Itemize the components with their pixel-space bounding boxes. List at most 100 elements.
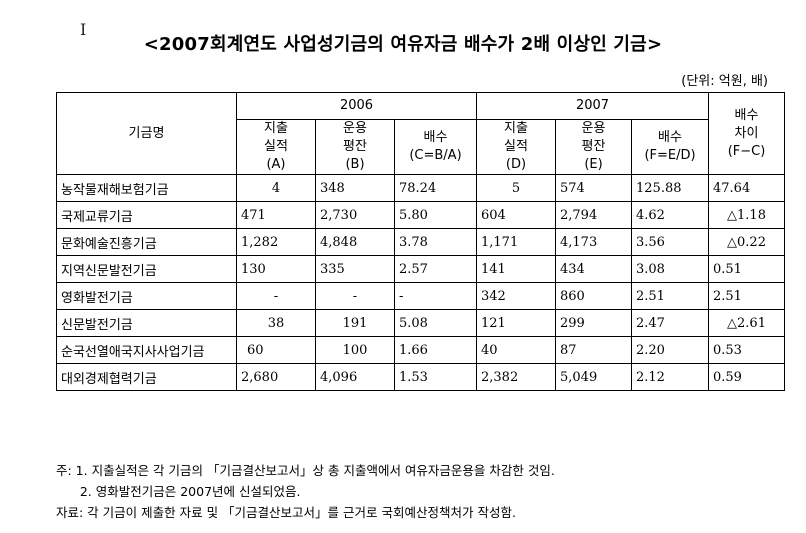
value-d-cell: 2,382 bbox=[476, 363, 556, 391]
value-b-cell: 335 bbox=[315, 255, 395, 283]
col-header-b: 운용 평잔 (B) bbox=[315, 119, 395, 175]
source-note: 자료: 각 기금이 제출한 자료 및 「기금결산보고서」를 근거로 국회예산정책… bbox=[56, 505, 516, 520]
table-row: 대외경제협력기금 2,680 4,096 1.53 2,382 5,049 2.… bbox=[56, 363, 785, 391]
fund-name-cell: 국제교류기금 bbox=[56, 201, 237, 229]
fund-name-cell: 영화발전기금 bbox=[56, 282, 237, 310]
value-c-cell: 2.57 bbox=[394, 255, 477, 283]
value-diff-cell: 0.51 bbox=[708, 255, 785, 283]
value-diff-cell: 0.53 bbox=[708, 336, 785, 364]
header-line: 지출 bbox=[264, 121, 288, 136]
value-b-cell: 100 bbox=[315, 336, 395, 364]
diff-header: 배수 차이 (F−C) bbox=[708, 92, 785, 175]
header-line: (C=B/A) bbox=[409, 148, 462, 163]
header-line: 운용 bbox=[343, 121, 367, 136]
value-c-cell: 5.80 bbox=[394, 201, 477, 229]
col-header-a: 지출 실적 (A) bbox=[236, 119, 316, 175]
value-f-cell: 2.51 bbox=[631, 282, 709, 310]
value-f-cell: 3.08 bbox=[631, 255, 709, 283]
value-f-cell: 2.12 bbox=[631, 363, 709, 391]
table-row: 신문발전기금 38 191 5.08 121 299 2.47 △2.61 bbox=[56, 309, 785, 337]
value-diff-cell: 47.64 bbox=[708, 174, 785, 202]
header-line: 배수 bbox=[658, 130, 682, 145]
fund-name-cell: 지역신문발전기금 bbox=[56, 255, 237, 283]
value-c-cell: - bbox=[394, 282, 477, 310]
table-row: 순국선열애국지사사업기금 60 100 1.66 40 87 2.20 0.53 bbox=[56, 336, 785, 364]
year-2006-header: 2006 bbox=[236, 92, 477, 120]
value-a-cell: 60 bbox=[236, 336, 316, 364]
value-d-cell: 604 bbox=[476, 201, 556, 229]
value-d-cell: 141 bbox=[476, 255, 556, 283]
header-line: 평잔 bbox=[343, 139, 367, 154]
fund-name-cell: 대외경제협력기금 bbox=[56, 363, 237, 391]
value-e-cell: 87 bbox=[555, 336, 632, 364]
value-f-cell: 4.62 bbox=[631, 201, 709, 229]
value-c-cell: 78.24 bbox=[394, 174, 477, 202]
table-row: 문화예술진흥기금 1,282 4,848 3.78 1,171 4,173 3.… bbox=[56, 228, 785, 256]
diff-header-line: (F−C) bbox=[727, 143, 766, 159]
header-line: (B) bbox=[345, 157, 365, 172]
value-e-cell: 2,794 bbox=[555, 201, 632, 229]
footnote-line: 주: 1. 지출실적은 각 기금의 「기금결산보고서」상 총 지출액에서 여유자… bbox=[56, 463, 555, 478]
value-diff-cell: 2.51 bbox=[708, 282, 785, 310]
fund-name-header: 기금명 bbox=[56, 92, 237, 175]
header-line: 운용 bbox=[581, 121, 606, 136]
value-diff-cell: △0.22 bbox=[708, 228, 785, 256]
header-line: (D) bbox=[505, 157, 527, 172]
col-header-c: 배수 (C=B/A) bbox=[394, 119, 477, 175]
value-b-cell: - bbox=[315, 282, 395, 310]
footnotes: 주: 1. 지출실적은 각 기금의 「기금결산보고서」상 총 지출액에서 여유자… bbox=[56, 460, 555, 523]
value-a-cell: 4 bbox=[236, 174, 316, 202]
fund-name-cell: 농작물재해보험기금 bbox=[56, 174, 237, 202]
table-title: <2007회계연도 사업성기금의 여유자금 배수가 2배 이상인 기금> bbox=[143, 34, 663, 55]
value-e-cell: 434 bbox=[555, 255, 632, 283]
value-b-cell: 191 bbox=[315, 309, 395, 337]
text-cursor-icon: I bbox=[80, 20, 87, 39]
header-line: (A) bbox=[266, 157, 286, 172]
value-c-cell: 5.08 bbox=[394, 309, 477, 337]
fund-name-cell: 순국선열애국지사사업기금 bbox=[56, 336, 237, 364]
fund-name-cell: 신문발전기금 bbox=[56, 309, 237, 337]
table-row: 지역신문발전기금 130 335 2.57 141 434 3.08 0.51 bbox=[56, 255, 785, 283]
value-a-cell: 130 bbox=[236, 255, 316, 283]
value-d-cell: 342 bbox=[476, 282, 556, 310]
value-d-cell: 121 bbox=[476, 309, 556, 337]
year-2007-header: 2007 bbox=[476, 92, 709, 120]
value-e-cell: 4,173 bbox=[555, 228, 632, 256]
header-line: 배수 bbox=[423, 130, 448, 145]
table-row: 국제교류기금 471 2,730 5.80 604 2,794 4.62 △1.… bbox=[56, 201, 785, 229]
value-d-cell: 1,171 bbox=[476, 228, 556, 256]
table-row: 영화발전기금 - - - 342 860 2.51 2.51 bbox=[56, 282, 785, 310]
value-c-cell: 3.78 bbox=[394, 228, 477, 256]
diff-header-line: 배수 bbox=[734, 107, 759, 123]
fund-name-cell: 문화예술진흥기금 bbox=[56, 228, 237, 256]
value-diff-cell: △2.61 bbox=[708, 309, 785, 337]
col-header-f: 배수 (F=E/D) bbox=[631, 119, 709, 175]
col-header-d: 지출 실적 (D) bbox=[476, 119, 556, 175]
unit-label: (단위: 억원, 배) bbox=[681, 74, 768, 89]
value-a-cell: 38 bbox=[236, 309, 316, 337]
header-line: 평잔 bbox=[581, 139, 606, 154]
value-b-cell: 4,096 bbox=[315, 363, 395, 391]
header-line: 지출 bbox=[504, 121, 528, 136]
value-b-cell: 348 bbox=[315, 174, 395, 202]
value-a-cell: 1,282 bbox=[236, 228, 316, 256]
value-diff-cell: 0.59 bbox=[708, 363, 785, 391]
header-line: 실적 bbox=[264, 139, 288, 154]
value-e-cell: 860 bbox=[555, 282, 632, 310]
header-line: (E) bbox=[584, 157, 603, 172]
col-header-e: 운용 평잔 (E) bbox=[555, 119, 632, 175]
value-b-cell: 2,730 bbox=[315, 201, 395, 229]
value-e-cell: 299 bbox=[555, 309, 632, 337]
value-f-cell: 125.88 bbox=[631, 174, 709, 202]
value-e-cell: 574 bbox=[555, 174, 632, 202]
footnote-line: 2. 영화발전기금은 2007년에 신설되었음. bbox=[56, 484, 301, 499]
value-a-cell: - bbox=[236, 282, 316, 310]
value-a-cell: 2,680 bbox=[236, 363, 316, 391]
value-a-cell: 471 bbox=[236, 201, 316, 229]
value-f-cell: 3.56 bbox=[631, 228, 709, 256]
fund-table: 기금명 2006 2007 배수 차이 (F−C) 지출 실적 (A) 운용 평… bbox=[56, 92, 785, 391]
value-c-cell: 1.66 bbox=[394, 336, 477, 364]
value-b-cell: 4,848 bbox=[315, 228, 395, 256]
value-f-cell: 2.47 bbox=[631, 309, 709, 337]
value-d-cell: 5 bbox=[476, 174, 556, 202]
